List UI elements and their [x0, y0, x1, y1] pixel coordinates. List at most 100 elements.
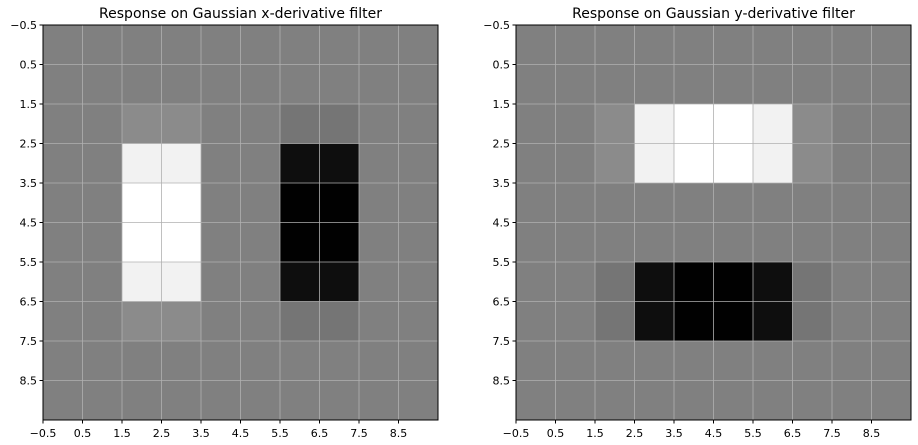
x-tick-label: 7.5 — [823, 427, 841, 440]
heatmap-cell — [871, 380, 912, 421]
heatmap-cell — [240, 262, 281, 302]
y-tick-label: 6.5 — [20, 296, 38, 309]
heatmap-cell — [674, 301, 714, 342]
heatmap-cell — [398, 380, 439, 421]
heatmap-cell — [161, 143, 202, 184]
heatmap-cell — [82, 222, 123, 263]
heatmap-cell — [43, 341, 83, 381]
x-tick-label: 4.5 — [232, 427, 250, 440]
heatmap-cell — [359, 341, 399, 381]
x-tick-label: 6.5 — [311, 427, 329, 440]
x-tick-label: 0.5 — [74, 427, 92, 440]
heatmap-cell — [832, 104, 872, 144]
heatmap-cell — [359, 143, 399, 184]
heatmap-cell — [871, 143, 912, 184]
y-tick-label: 7.5 — [493, 335, 511, 348]
heatmap-cell — [792, 222, 833, 263]
heatmap-cell — [555, 301, 596, 342]
heatmap-cell — [240, 104, 281, 144]
heatmap-cell — [82, 25, 123, 65]
y-tick-label: 5.5 — [20, 256, 38, 269]
heatmap-cell — [280, 262, 320, 302]
heatmap-cell — [674, 64, 714, 105]
heatmap-cell — [832, 222, 872, 263]
y-tick-label: 4.5 — [20, 217, 38, 230]
heatmap-cell — [201, 64, 241, 105]
heatmap-cell — [516, 183, 556, 223]
heatmap-cell — [201, 183, 241, 223]
heatmap-cell — [792, 64, 833, 105]
heatmap-cell — [753, 143, 793, 184]
heatmap-cell — [201, 104, 241, 144]
y-tick-label: 2.5 — [493, 138, 511, 151]
heatmap-cell — [122, 143, 162, 184]
heatmap-cell — [240, 183, 281, 223]
y-tick-label: 0.5 — [493, 59, 511, 72]
heatmap-cell — [674, 341, 714, 381]
heatmap-cell — [240, 64, 281, 105]
heatmap-cell — [43, 64, 83, 105]
heatmap-cell — [832, 341, 872, 381]
heatmap-cell — [82, 380, 123, 421]
heatmap-cell — [280, 222, 320, 263]
heatmap-cell — [555, 104, 596, 144]
x-tick-label: 5.5 — [271, 427, 289, 440]
heatmap-cell — [201, 380, 241, 421]
heatmap-cell — [595, 262, 635, 302]
heatmap-cell — [82, 183, 123, 223]
heatmap-cell — [82, 341, 123, 381]
heatmap-cell — [555, 25, 596, 65]
heatmap-cell — [122, 104, 162, 144]
y-tick-label: 7.5 — [20, 335, 38, 348]
heatmap-cell — [713, 301, 754, 342]
heatmap-cell — [398, 25, 439, 65]
heatmap-cell — [398, 183, 439, 223]
heatmap-cell — [240, 301, 281, 342]
heatmap-cell — [359, 380, 399, 421]
heatmap-cell — [398, 341, 439, 381]
heatmap-cell — [753, 262, 793, 302]
heatmap-cell — [792, 301, 833, 342]
heatmap-cell — [713, 341, 754, 381]
heatmap-cell — [122, 301, 162, 342]
heatmap-cell — [516, 222, 556, 263]
heatmap-cell — [713, 380, 754, 421]
heatmap-cell — [161, 380, 202, 421]
heatmap-cell — [43, 25, 83, 65]
heatmap-cell — [595, 183, 635, 223]
x-tick-label: 6.5 — [784, 427, 802, 440]
heatmap-cell — [555, 64, 596, 105]
heatmap-cell — [161, 104, 202, 144]
heatmap-cell — [634, 25, 675, 65]
heatmap-cell — [634, 341, 675, 381]
heatmap-cell — [359, 104, 399, 144]
heatmap-cell — [753, 25, 793, 65]
heatmap-cell — [634, 301, 675, 342]
heatmap-cell — [82, 64, 123, 105]
heatmap-cell — [634, 143, 675, 184]
heatmap-cell — [792, 380, 833, 421]
heatmap-cell — [319, 341, 360, 381]
heatmap-cell — [555, 380, 596, 421]
y-tick-label: −0.5 — [483, 19, 510, 32]
heatmap-cell — [280, 104, 320, 144]
y-tick-label: 5.5 — [493, 256, 511, 269]
heatmap-cell — [555, 143, 596, 184]
heatmap-cell — [555, 341, 596, 381]
heatmap-cell — [871, 341, 912, 381]
heatmap-cell — [713, 25, 754, 65]
heatmap-cell — [674, 25, 714, 65]
x-tick-label: 1.5 — [113, 427, 131, 440]
heatmap-cell — [319, 222, 360, 263]
heatmap-cell — [792, 143, 833, 184]
y-tick-label: 2.5 — [20, 138, 38, 151]
heatmap-cell — [280, 341, 320, 381]
x-tick-label: 2.5 — [153, 427, 171, 440]
heatmap-cell — [280, 143, 320, 184]
heatmap-cell — [634, 380, 675, 421]
heatmap-cell — [82, 143, 123, 184]
heatmap-cell — [359, 64, 399, 105]
right-chart-title: Response on Gaussian y-derivative filter — [572, 6, 855, 22]
heatmap-cell — [359, 301, 399, 342]
